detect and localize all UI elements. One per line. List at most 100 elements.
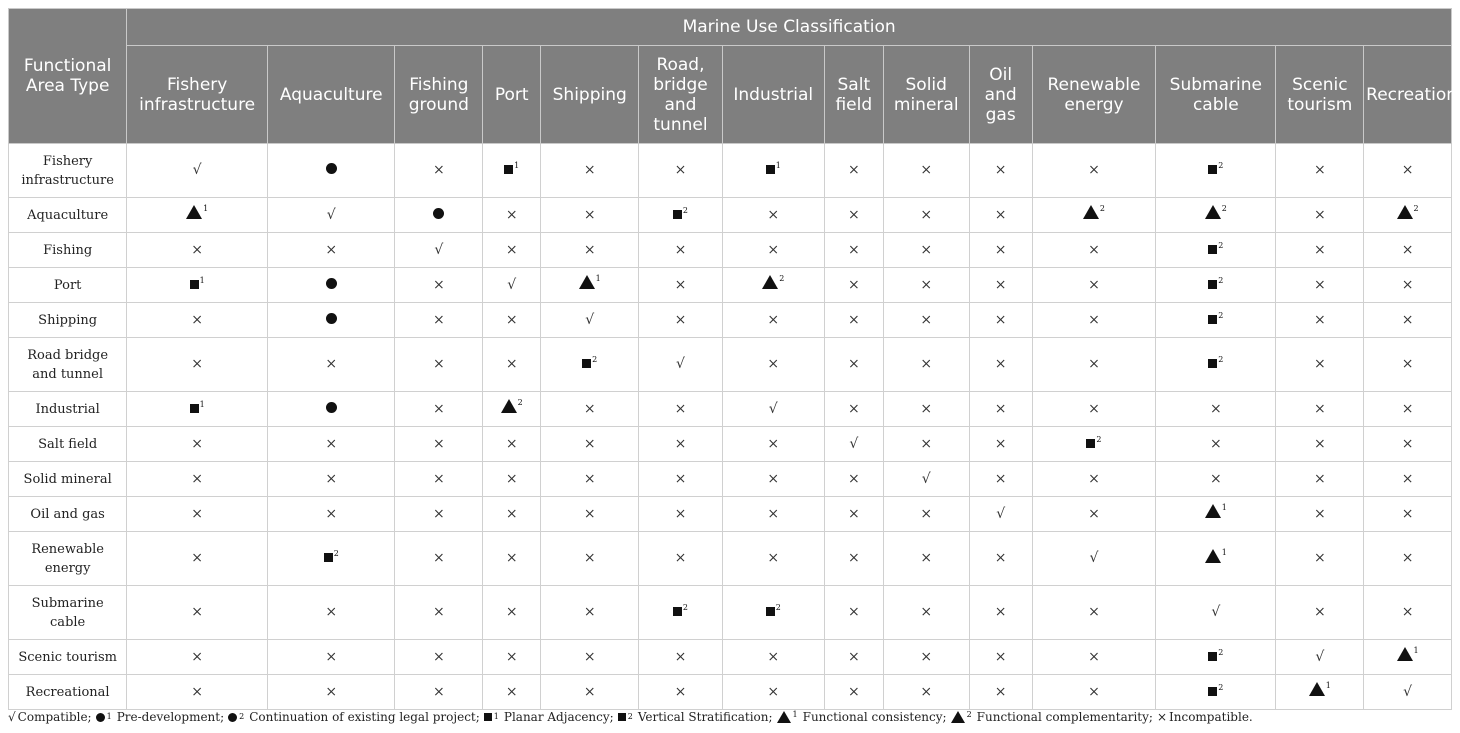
legend-label: Continuation of existing legal project; [249,710,480,724]
cross-mark-icon: × [847,356,860,372]
table-cell: × [1031,496,1157,532]
circle-marker-icon [325,312,337,324]
table-cell: 2 [638,585,723,640]
cross-mark-icon: × [325,356,338,372]
table-row: Solid mineral × × × × × × × × √ × × × × × [7,461,1452,497]
table-cell [266,302,396,338]
marker-superscript: 2 [592,355,598,364]
table-cell: × [126,426,268,462]
table-cell: × [823,337,884,392]
table-cell: × [266,639,396,675]
row-label-industrial: Industrial [7,391,128,427]
triangle-marker-icon [1396,205,1413,219]
table-cell: × [823,461,884,497]
table-cell: × [540,531,640,586]
cross-mark-icon: × [505,206,518,223]
row-label-fishing: Fishing [7,232,128,268]
cross-mark-icon: × [1156,710,1168,724]
cross-mark-icon: × [920,356,933,372]
table-cell: × [1155,391,1277,427]
table-cell: 2 [1155,639,1277,675]
table-cell: × [394,337,484,392]
marker-superscript: 1 [1221,547,1227,557]
column-header-aquaculture: Aquaculture [266,45,396,144]
table-cell: 2 [1031,426,1157,462]
table-cell: 1 [540,267,640,303]
marker-superscript: 2 [517,398,523,407]
table-cell: × [968,426,1033,462]
table-cell: × [266,426,396,462]
circle-marker-icon [433,207,445,219]
cross-mark-icon: × [191,356,203,372]
cross-mark-icon: × [583,505,596,522]
table-cell: × [540,426,640,462]
triangle-marker-icon [776,711,791,723]
table-cell: × [126,302,268,338]
table-cell: × [1031,461,1157,497]
cross-mark-icon: × [674,241,687,258]
table-cell: 1 [482,143,542,198]
table-cell: 1 [1363,639,1452,675]
legend-item: 1 Functional consistency; [776,710,947,724]
column-header-solid-mineral: Solid mineral [882,45,970,144]
table-cell: × [882,197,970,233]
table-cell: × [394,639,484,675]
table-cell: × [266,496,396,532]
triangle-marker-icon [1308,682,1325,696]
table-cell: × [1275,496,1365,532]
table-cell: × [823,585,884,640]
cross-mark-icon: × [583,435,596,452]
marker-superscript: 2 [1099,204,1105,213]
cross-mark-icon: × [994,550,1007,566]
table-row: Salt field × × × × × × × √ × × 2 × × × [7,426,1452,462]
square-marker-icon [1086,438,1096,448]
table-cell: × [823,267,884,303]
row-label-submarine-cable: Submarine cable [7,585,128,640]
table-cell: × [126,496,268,532]
cross-mark-icon: × [505,505,518,522]
table-cell: × [968,143,1033,198]
cross-mark-icon: × [1401,435,1414,452]
table-cell: × [638,391,723,427]
table-cell: × [540,461,640,497]
cross-mark-icon: × [432,435,445,452]
cross-mark-icon: × [920,311,933,328]
table-cell: × [394,391,484,427]
table-cell: × [1031,585,1157,640]
cross-mark-icon: × [505,683,518,700]
cross-mark-icon: × [767,648,780,665]
check-mark-icon: √ [1089,550,1099,566]
legend-label: Compatible; [17,710,92,724]
cross-mark-icon: × [920,162,933,178]
cross-mark-icon: × [432,311,445,328]
cross-mark-icon: × [505,311,518,328]
triangle-marker-icon [950,711,965,723]
marker-superscript: 1 [199,399,205,409]
check-mark-icon: √ [921,470,931,487]
triangle-marker-icon [186,205,203,219]
cross-mark-icon: × [1088,683,1100,700]
marker-superscript: 2 [1218,310,1224,320]
check-mark-icon: √ [326,206,336,223]
table-cell: × [1275,337,1365,392]
cross-mark-icon: × [1088,400,1100,417]
table-cell: × [968,337,1033,392]
cross-mark-icon: × [583,470,596,487]
table-cell: × [1031,391,1157,427]
marker-superscript: 2 [627,712,633,721]
cross-mark-icon: × [583,241,596,258]
table-cell: × [1275,143,1365,198]
check-mark-icon: √ [1211,604,1221,620]
square-marker-icon [1208,359,1218,368]
square-marker-icon [765,607,775,616]
table-cell: × [882,674,970,710]
cross-mark-icon: × [994,470,1007,487]
marker-superscript: 2 [966,710,972,719]
check-mark-icon: √ [585,311,595,328]
cross-mark-icon: × [325,505,338,522]
table-cell: × [638,267,723,303]
cross-mark-icon: × [505,356,518,372]
table-cell: × [823,639,884,675]
cross-mark-icon: × [191,648,203,665]
table-cell: × [721,461,825,497]
